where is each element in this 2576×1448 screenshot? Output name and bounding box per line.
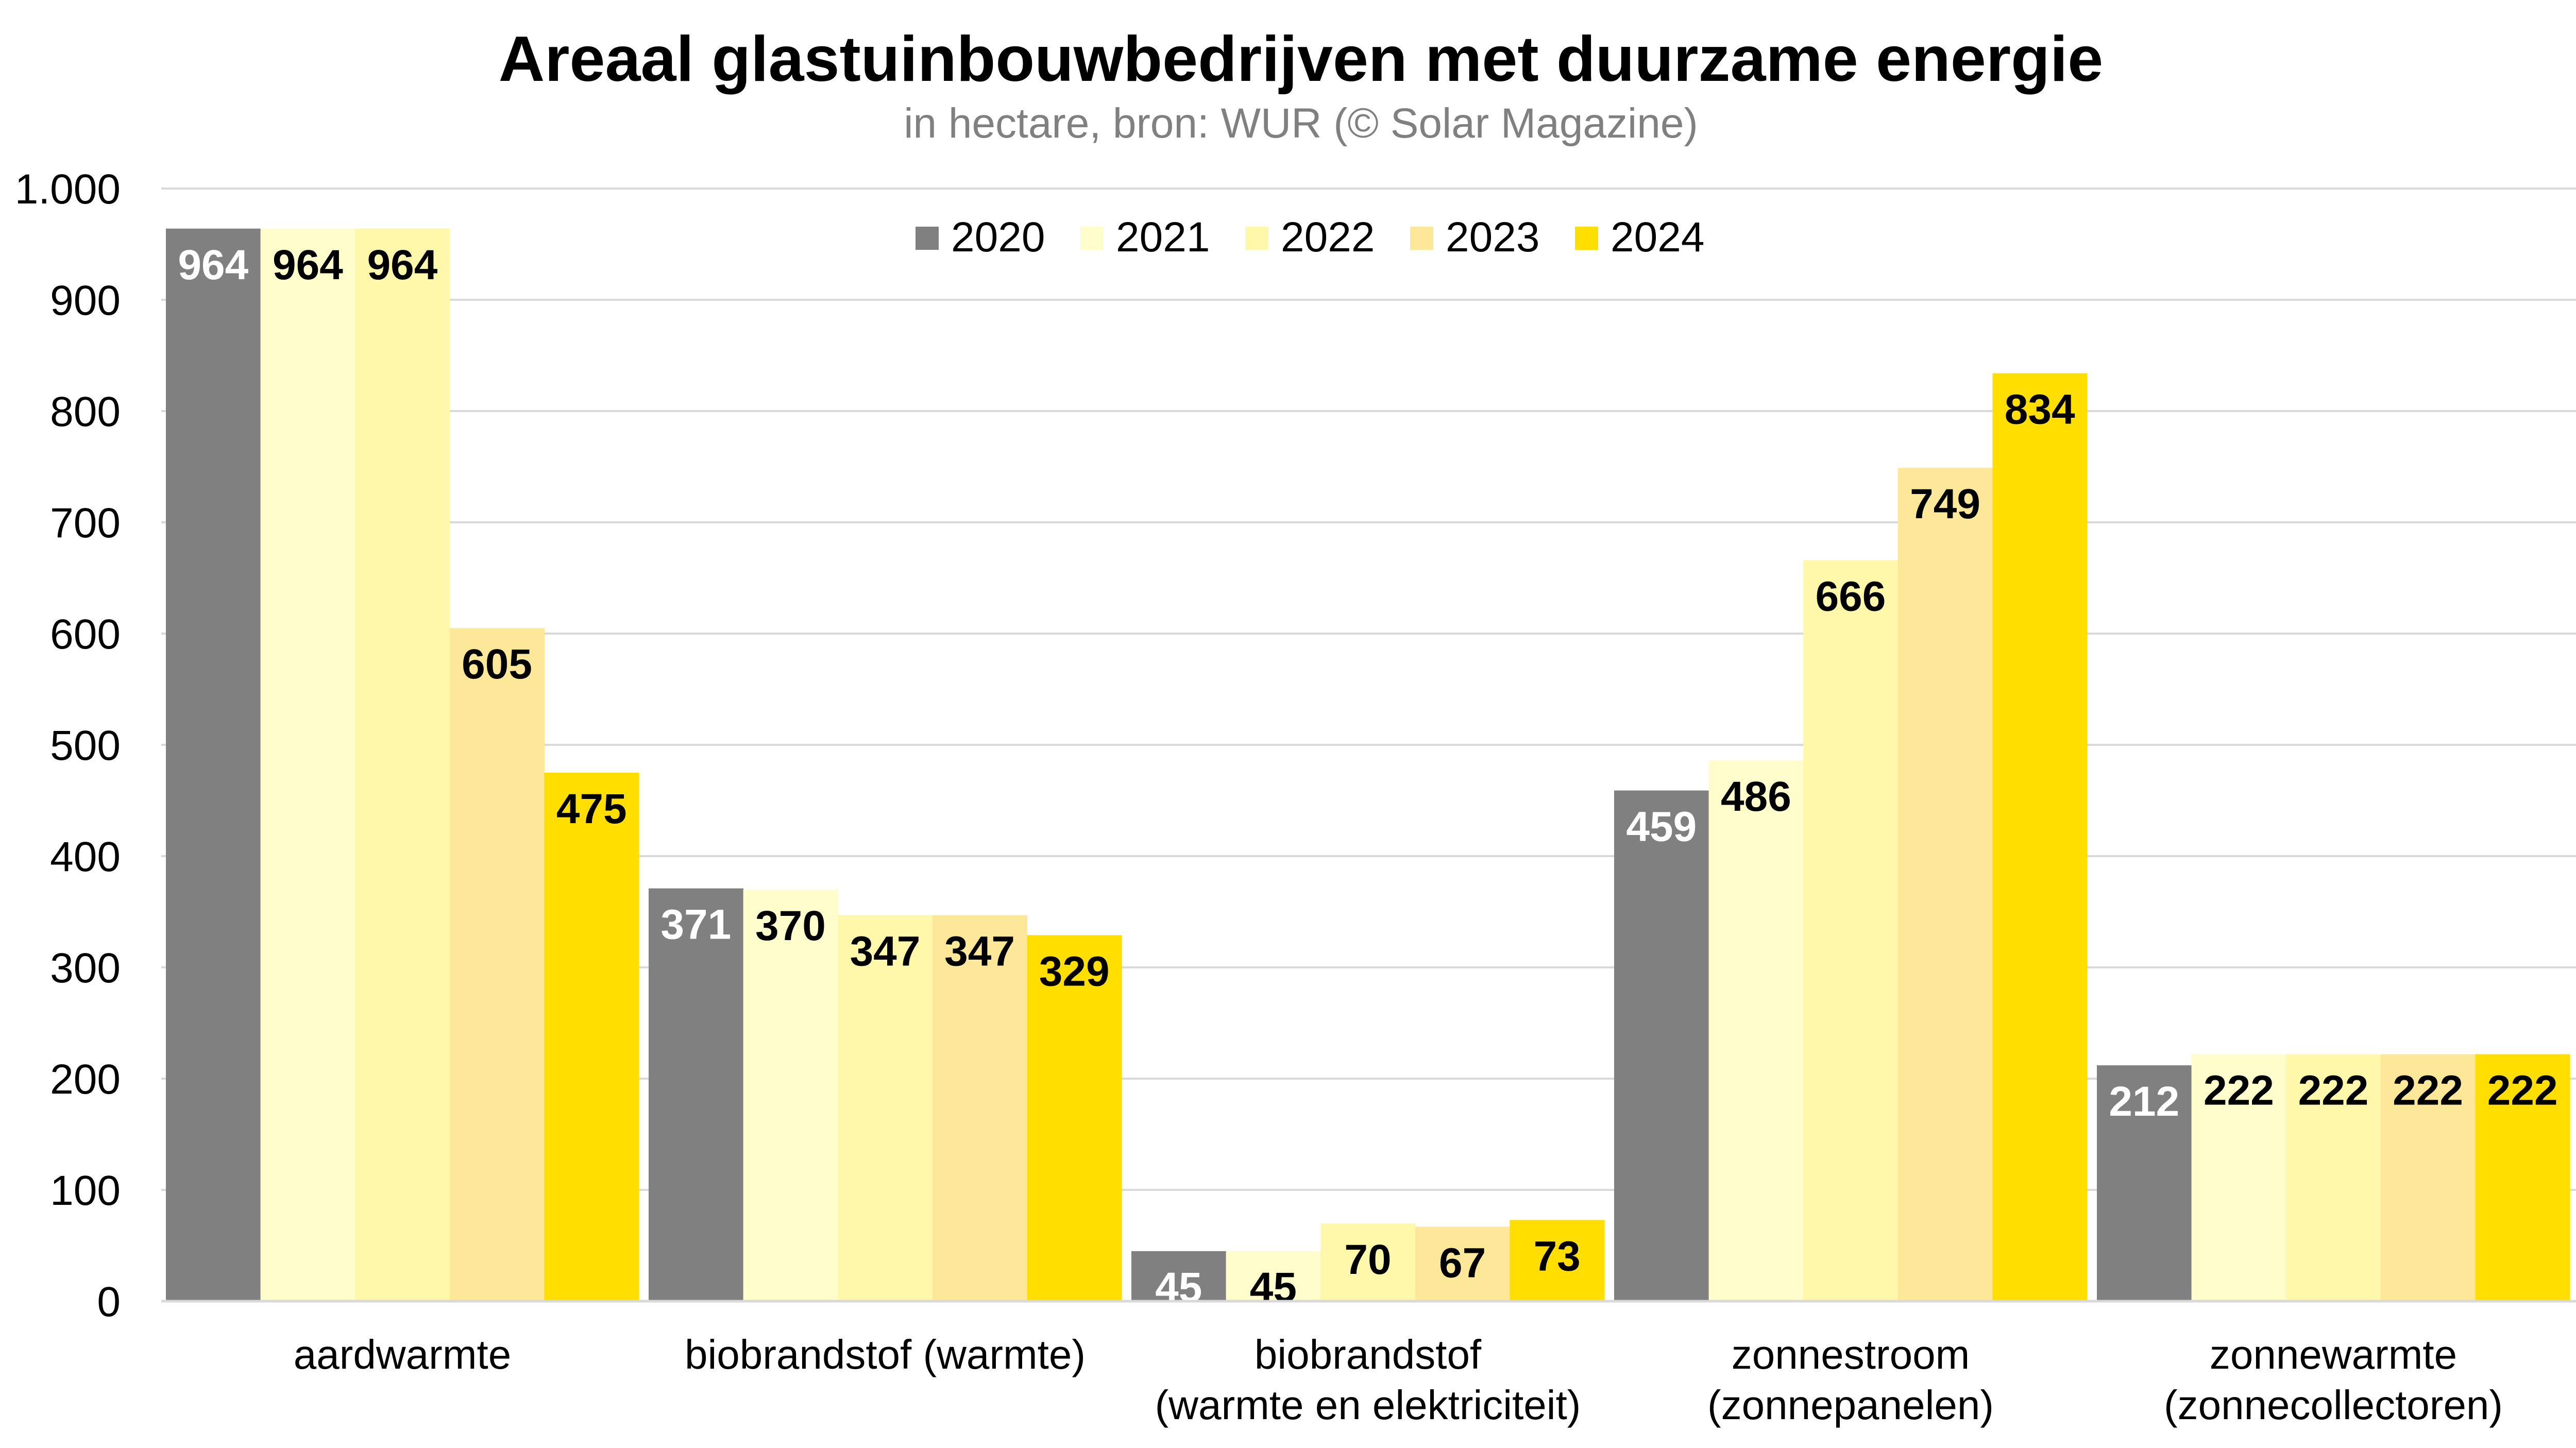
data-label: 475: [556, 786, 627, 832]
legend-swatch: [1575, 227, 1598, 250]
bar-2021-0: [260, 228, 355, 1301]
data-label: 67: [1439, 1239, 1486, 1286]
legend-label: 2020: [951, 214, 1045, 261]
legend-label: 2024: [1611, 214, 1704, 261]
legend-swatch: [1080, 227, 1104, 250]
y-tick-label: 700: [50, 500, 121, 547]
data-label: 222: [2487, 1067, 2558, 1114]
bar-2024-0: [544, 773, 639, 1301]
bar-2020-0: [166, 228, 261, 1301]
legend-item-2022: 2022: [1245, 214, 1375, 261]
data-label: 605: [462, 641, 532, 688]
bar-2021-2: [1226, 1251, 1321, 1301]
x-tick-label: biobrandstof (warmte): [685, 1332, 1086, 1377]
legend: 2020 2021 2022 2023 2024: [916, 214, 1704, 261]
y-tick-label: 100: [50, 1167, 121, 1214]
legend-item-2020: 2020: [916, 214, 1045, 261]
x-tick-label: (zonnepanelen): [1707, 1382, 1994, 1428]
x-tick-label: (warmte en elektriciteit): [1155, 1382, 1581, 1428]
data-label: 45: [1250, 1264, 1297, 1311]
y-tick-label: 900: [50, 277, 121, 324]
x-tick-label: zonnestroom: [1732, 1332, 1970, 1377]
y-tick-label: 600: [50, 611, 121, 658]
data-label: 749: [1910, 481, 1980, 527]
legend-label: 2022: [1281, 214, 1375, 261]
y-tick-label: 0: [97, 1279, 121, 1325]
bar-2023-0: [449, 628, 545, 1301]
data-label: 222: [2204, 1067, 2274, 1114]
y-tick-label: 400: [50, 833, 121, 880]
bar-2022-1: [838, 915, 933, 1301]
data-label: 666: [1816, 573, 1886, 620]
legend-swatch: [916, 227, 939, 250]
bar-2023-2: [1415, 1226, 1510, 1301]
data-label: 370: [755, 902, 826, 949]
data-label: 964: [178, 242, 248, 288]
data-label: 834: [2005, 386, 2075, 433]
legend-swatch: [1410, 227, 1433, 250]
legend-item-2024: 2024: [1575, 214, 1704, 261]
data-label: 964: [273, 242, 343, 288]
data-label: 347: [850, 928, 921, 975]
bar-2023-3: [1897, 468, 1993, 1302]
bar-2020-2: [1131, 1251, 1227, 1301]
y-tick-label: 200: [50, 1056, 121, 1103]
bar-2022-3: [1803, 560, 1899, 1301]
bar-2023-1: [932, 915, 1027, 1301]
bar-2020-3: [1614, 790, 1709, 1301]
y-tick-label: 800: [50, 388, 121, 435]
bar-2022-4: [2286, 1054, 2381, 1301]
data-label: 964: [367, 242, 438, 288]
y-tick-label: 1.000: [15, 166, 121, 213]
bars: [166, 228, 2570, 1302]
legend-item-2023: 2023: [1410, 214, 1539, 261]
data-label: 347: [944, 928, 1015, 975]
data-label: 212: [2109, 1078, 2179, 1125]
bar-2021-3: [1708, 760, 1804, 1301]
data-label: 329: [1039, 948, 1110, 995]
bar-2021-4: [2191, 1054, 2286, 1301]
y-axis: 0 100 200 300 400 500 600 700 800 900 1.000: [15, 166, 121, 1325]
data-label: 371: [660, 901, 731, 948]
y-tick-label: 500: [50, 722, 121, 769]
bar-2022-2: [1320, 1223, 1416, 1301]
legend-label: 2021: [1116, 214, 1210, 261]
bar-2022-0: [355, 228, 450, 1301]
legend-label: 2023: [1446, 214, 1539, 261]
bar-2023-4: [2380, 1054, 2476, 1301]
data-label: 222: [2298, 1067, 2369, 1114]
x-tick-label: aardwarmte: [294, 1332, 511, 1377]
bar-2020-4: [2097, 1065, 2192, 1301]
bar-2024-2: [1510, 1220, 1605, 1301]
x-tick-label: biobrandstof: [1255, 1332, 1482, 1377]
data-labels: 964 371 45 459 212 964 370 45 486 222 964 347 70 666 2…: [178, 242, 2557, 1311]
chart-title: Areaal glastuinbouwbedrijven met duurzam…: [499, 24, 2104, 95]
x-tick-label: (zonnecollectoren): [2164, 1382, 2503, 1428]
legend-swatch: [1245, 227, 1268, 250]
bar-2020-1: [649, 888, 744, 1301]
bar-2024-1: [1027, 935, 1122, 1301]
data-label: 45: [1155, 1264, 1202, 1311]
data-label: 70: [1344, 1236, 1391, 1283]
legend-item-2021: 2021: [1080, 214, 1210, 261]
y-tick-label: 300: [50, 945, 121, 992]
bar-2021-1: [743, 889, 838, 1301]
data-label: 222: [2393, 1067, 2463, 1114]
bar-2024-4: [2475, 1054, 2570, 1301]
x-axis: aardwarmte biobrandstof (warmte) biobrands…: [161, 1300, 2576, 1428]
data-label: 459: [1626, 804, 1697, 850]
chart-subtitle: in hectare, bron: WUR (© Solar Magazine): [904, 100, 1698, 147]
data-label: 73: [1534, 1233, 1581, 1280]
data-label: 486: [1721, 773, 1791, 820]
bar-2024-3: [1992, 373, 2088, 1301]
x-tick-label: zonnewarmte: [2210, 1332, 2457, 1377]
